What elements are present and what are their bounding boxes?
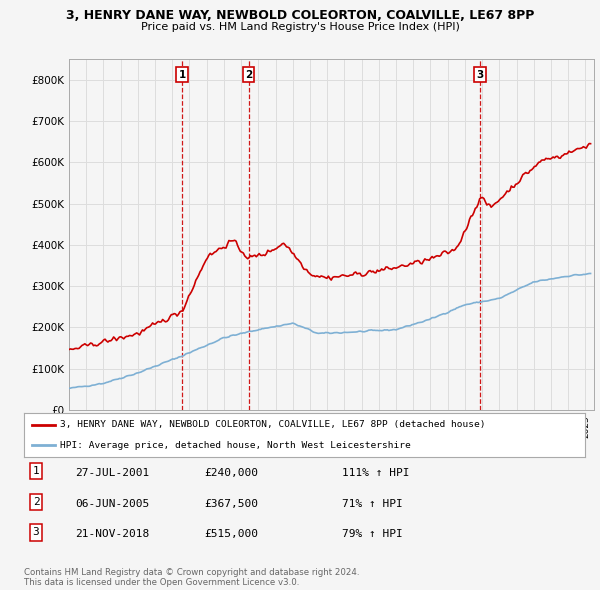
- Text: 06-JUN-2005: 06-JUN-2005: [75, 499, 149, 509]
- Text: £240,000: £240,000: [204, 468, 258, 478]
- Text: 1: 1: [32, 466, 40, 476]
- Text: 21-NOV-2018: 21-NOV-2018: [75, 529, 149, 539]
- Text: 3, HENRY DANE WAY, NEWBOLD COLEORTON, COALVILLE, LE67 8PP: 3, HENRY DANE WAY, NEWBOLD COLEORTON, CO…: [66, 9, 534, 22]
- Text: 79% ↑ HPI: 79% ↑ HPI: [342, 529, 403, 539]
- Text: £367,500: £367,500: [204, 499, 258, 509]
- Text: 2: 2: [32, 497, 40, 507]
- Text: 2: 2: [245, 70, 252, 80]
- Text: 1: 1: [178, 70, 186, 80]
- Text: 111% ↑ HPI: 111% ↑ HPI: [342, 468, 409, 478]
- Text: 3, HENRY DANE WAY, NEWBOLD COLEORTON, COALVILLE, LE67 8PP (detached house): 3, HENRY DANE WAY, NEWBOLD COLEORTON, CO…: [61, 421, 486, 430]
- Text: Price paid vs. HM Land Registry's House Price Index (HPI): Price paid vs. HM Land Registry's House …: [140, 22, 460, 32]
- Text: This data is licensed under the Open Government Licence v3.0.: This data is licensed under the Open Gov…: [24, 578, 299, 587]
- Text: 3: 3: [32, 527, 40, 537]
- Text: £515,000: £515,000: [204, 529, 258, 539]
- Text: Contains HM Land Registry data © Crown copyright and database right 2024.: Contains HM Land Registry data © Crown c…: [24, 568, 359, 577]
- Text: 71% ↑ HPI: 71% ↑ HPI: [342, 499, 403, 509]
- Text: 3: 3: [476, 70, 484, 80]
- Text: 27-JUL-2001: 27-JUL-2001: [75, 468, 149, 478]
- Text: HPI: Average price, detached house, North West Leicestershire: HPI: Average price, detached house, Nort…: [61, 441, 411, 450]
